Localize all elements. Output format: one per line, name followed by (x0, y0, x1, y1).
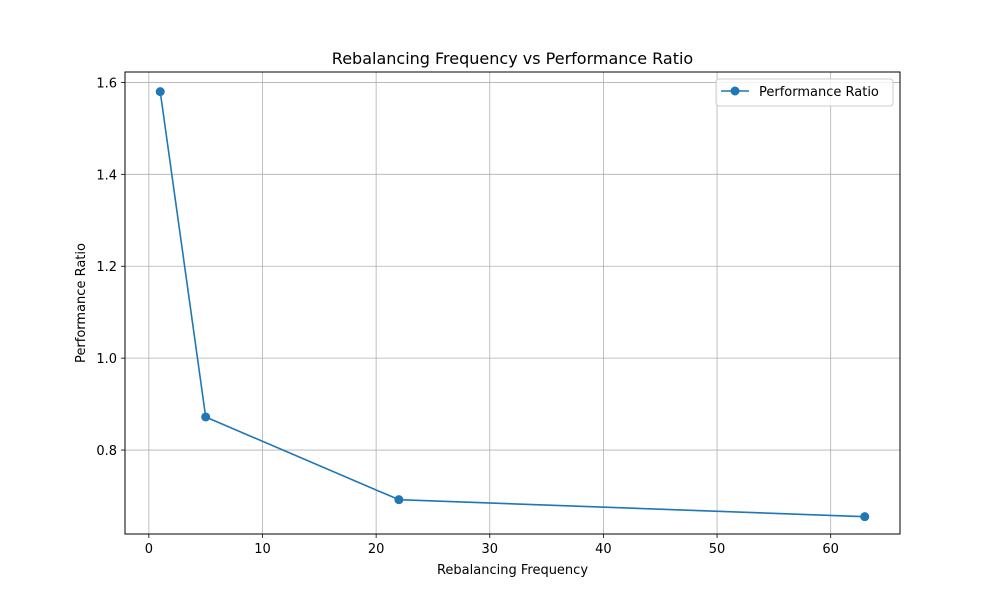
series-layer (155, 87, 870, 522)
tick-layer: 0 10 20 30 40 50 60 0.8 1.0 1.2 1.4 1.6 (96, 76, 839, 557)
y-tick-label: 1.6 (96, 76, 117, 91)
legend-series-label: Performance Ratio (759, 85, 879, 100)
x-tick-label: 10 (254, 542, 271, 557)
x-tick-label: 0 (145, 542, 153, 557)
x-tick-label: 50 (709, 542, 726, 557)
data-point (860, 512, 870, 522)
data-point (155, 87, 165, 97)
y-axis-label: Performance Ratio (74, 243, 89, 363)
x-tick-label: 30 (481, 542, 498, 557)
data-point (201, 412, 211, 422)
legend-series-marker (730, 86, 740, 96)
x-tick-label: 20 (368, 542, 385, 557)
x-tick-label: 60 (822, 542, 839, 557)
legend: Performance Ratio (715, 78, 894, 107)
y-tick-label: 1.0 (96, 352, 117, 367)
x-tick-label: 40 (595, 542, 612, 557)
y-tick-label: 0.8 (96, 444, 117, 459)
data-point (394, 495, 404, 505)
chart-title: Rebalancing Frequency vs Performance Rat… (332, 49, 693, 68)
legend-box (715, 78, 894, 107)
series-line (159, 91, 865, 518)
x-axis-label: Rebalancing Frequency (437, 563, 588, 578)
grid-layer (125, 72, 900, 534)
y-tick-label: 1.4 (96, 168, 117, 183)
y-tick-label: 1.2 (96, 260, 117, 275)
plot-frame (124, 71, 901, 535)
